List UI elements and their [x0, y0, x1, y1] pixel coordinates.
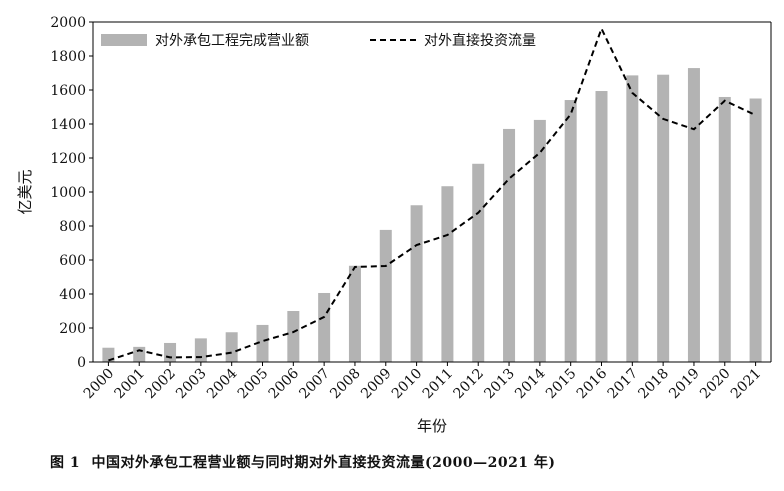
x-tick-label-2019: 2019 [666, 366, 703, 403]
bar-2002 [164, 343, 176, 362]
x-tick-label-2017: 2017 [605, 366, 642, 403]
bar-2008 [349, 266, 361, 362]
figure-caption-text: 中国对外承包工程营业额与同时期对外直接投资流量(2000—2021 年) [92, 455, 556, 471]
x-tick-label-2000: 2000 [81, 366, 118, 403]
y-tick-label-600: 600 [59, 253, 86, 269]
x-tick-label-2012: 2012 [451, 366, 488, 403]
bar-2010 [411, 205, 423, 362]
y-tick-label-800: 800 [59, 219, 86, 235]
figure-label: 图 1 [50, 455, 80, 471]
y-tick-label-2000: 2000 [50, 15, 86, 31]
x-tick-label-2001: 2001 [112, 366, 149, 403]
legend: 对外承包工程完成营业额 对外直接投资流量 [101, 32, 536, 49]
x-tick-label-2020: 2020 [697, 366, 734, 403]
bar-2012 [472, 164, 484, 362]
y-tick-label-1800: 1800 [50, 49, 86, 65]
legend-label-line: 对外直接投资流量 [424, 32, 536, 49]
y-tick-label-1000: 1000 [50, 185, 86, 201]
figure-caption: 图 1 中国对外承包工程营业额与同时期对外直接投资流量(2000—2021 年) [50, 452, 562, 472]
bar-2001 [133, 347, 145, 362]
x-tick-label-2007: 2007 [296, 366, 333, 403]
y-tick-label-1200: 1200 [50, 151, 86, 167]
x-tick-label-2021: 2021 [728, 366, 765, 403]
bar-2011 [441, 186, 453, 362]
bar-2019 [688, 68, 700, 362]
x-tick-label-2015: 2015 [543, 366, 580, 403]
y-tick-label-400: 400 [59, 287, 86, 303]
bar-2016 [596, 91, 608, 362]
x-tick-label-2010: 2010 [389, 366, 426, 403]
y-tick-label-1400: 1400 [50, 117, 86, 133]
bar-2004 [226, 332, 238, 362]
x-tick-label-2005: 2005 [235, 366, 272, 403]
x-tick-label-2008: 2008 [327, 366, 364, 403]
bar-2007 [318, 293, 330, 362]
bar-2003 [195, 338, 207, 362]
x-tick-label-2018: 2018 [635, 366, 672, 403]
legend-swatch-bar [101, 34, 147, 46]
x-tick-label-2016: 2016 [574, 365, 611, 402]
x-tick-label-2002: 2002 [142, 366, 179, 403]
x-tick-label-2013: 2013 [481, 366, 518, 403]
x-tick-label-2003: 2003 [173, 366, 210, 403]
x-tick-label-2004: 2004 [204, 365, 241, 402]
legend-label-bar: 对外承包工程完成营业额 [155, 33, 309, 49]
bar-2017 [626, 75, 638, 362]
x-tick-label-2011: 2011 [420, 366, 457, 403]
y-tick-label-200: 200 [59, 321, 86, 337]
bar-2020 [719, 97, 731, 362]
x-axis-title: 年份 [417, 417, 447, 435]
bar-2013 [503, 129, 515, 362]
bar-2021 [750, 99, 762, 363]
x-tick-label-2006: 2006 [266, 365, 303, 402]
bar-2015 [565, 100, 577, 362]
x-tick-label-2009: 2009 [358, 366, 395, 403]
x-tick-label-2014: 2014 [512, 365, 549, 402]
y-axis-title: 亿美元 [16, 169, 34, 214]
bar-2006 [287, 311, 299, 362]
y-tick-label-0: 0 [77, 355, 86, 371]
y-tick-label-1600: 1600 [50, 83, 86, 99]
bar-2009 [380, 230, 392, 362]
